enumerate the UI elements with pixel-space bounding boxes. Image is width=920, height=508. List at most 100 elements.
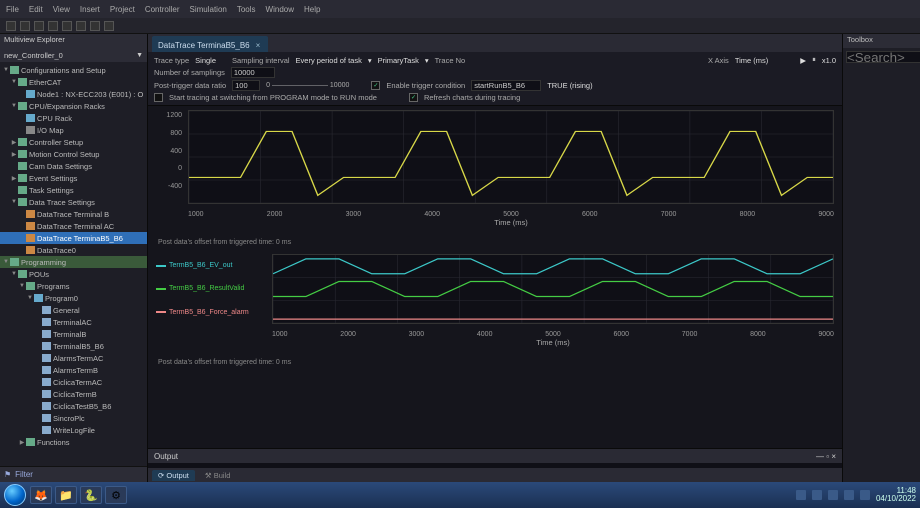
tab-datatrace[interactable]: DataTrace TerminaB5_B6 ×	[152, 36, 268, 52]
tree-item[interactable]: ▼CPU/Expansion Racks	[0, 100, 147, 112]
enable-trigger-label: Enable trigger condition	[386, 81, 465, 90]
tree-item[interactable]: ▼Programs	[0, 280, 147, 292]
tree-item[interactable]: ▶Event Settings	[0, 172, 147, 184]
tree-item[interactable]: ▼Configurations and Setup	[0, 64, 147, 76]
chart2-post-note: Post data's offset from triggered time: …	[158, 359, 834, 366]
output-controls[interactable]: — ▫ ×	[816, 452, 836, 461]
primary-task-value[interactable]: PrimaryTask	[378, 56, 419, 65]
chart1-post-note: Post data's offset from triggered time: …	[158, 239, 834, 246]
refresh-checkbox[interactable]: ✓	[409, 93, 418, 102]
tree-item[interactable]: CiclicaTestB5_B6	[0, 400, 147, 412]
tree-item[interactable]: Cam Data Settings	[0, 160, 147, 172]
tree-item[interactable]: ▶Motion Control Setup	[0, 148, 147, 160]
tree-item[interactable]: CiclicaTermB	[0, 388, 147, 400]
chart1-plot[interactable]	[188, 110, 834, 204]
filter-label: Filter	[15, 470, 33, 479]
output-panel: Output — ▫ × ⟳ Output ⚒ Build	[148, 448, 842, 482]
menu-edit[interactable]: Edit	[29, 5, 43, 14]
menu-view[interactable]: View	[53, 5, 70, 14]
chart2-plot[interactable]	[272, 254, 834, 324]
enable-trigger-checkbox[interactable]: ✓	[371, 81, 380, 90]
multiview-explorer: Multiview Explorer new_Controller_0 ▼ ▼C…	[0, 34, 148, 482]
tree-item[interactable]: ▼Program0	[0, 292, 147, 304]
post-trigger-range: 0 ———————— 10000	[266, 82, 349, 89]
menu-window[interactable]: Window	[266, 5, 294, 14]
tree-item[interactable]: DataTrace TerminaB5_B6	[0, 232, 147, 244]
tree-item[interactable]: ▶Controller Setup	[0, 136, 147, 148]
project-name: new_Controller_0	[4, 51, 63, 60]
document-tabbar: DataTrace TerminaB5_B6 ×	[148, 34, 842, 52]
tree-item[interactable]: CiclicaTermAC	[0, 376, 147, 388]
tree-item[interactable]: Node1 : NX-ECC203 (E001) : O	[0, 88, 147, 100]
chart2-xaxis: 100020003000400050006000700080009000 Tim…	[272, 330, 834, 352]
tray-icon[interactable]	[796, 490, 806, 500]
tree-item[interactable]: DataTrace Terminal B	[0, 208, 147, 220]
taskbar-app[interactable]: 📁	[55, 486, 77, 504]
tree-item[interactable]: ▼POUs	[0, 268, 147, 280]
project-selector[interactable]: new_Controller_0 ▼	[0, 48, 147, 62]
trace-type-value[interactable]: Single	[195, 56, 216, 65]
trigger-var-input[interactable]	[471, 80, 541, 91]
taskbar-app[interactable]: ⚙	[105, 486, 127, 504]
output-tab-output[interactable]: ⟳ Output	[152, 470, 195, 481]
close-icon[interactable]: ×	[256, 41, 261, 50]
legend-item[interactable]: TermB5_B6_Force_alarm	[156, 309, 268, 316]
tray-icon[interactable]	[860, 490, 870, 500]
legend-item[interactable]: TermB5_B6_EV_out	[156, 262, 268, 269]
toolbox-title: Toolbox	[843, 34, 920, 48]
start-tracing-checkbox[interactable]	[154, 93, 163, 102]
tree-item[interactable]: TerminalAC	[0, 316, 147, 328]
tree-item[interactable]: DataTrace Terminal AC	[0, 220, 147, 232]
tree-item[interactable]: AlarmsTermB	[0, 364, 147, 376]
menu-help[interactable]: Help	[304, 5, 320, 14]
tree-item[interactable]: Task Settings	[0, 184, 147, 196]
toolbox-search[interactable]	[846, 51, 920, 63]
menu-insert[interactable]: Insert	[80, 5, 100, 14]
tree-item[interactable]: ▼Data Trace Settings	[0, 196, 147, 208]
post-trigger-label: Post-trigger data ratio	[154, 81, 226, 90]
trigger-cmp[interactable]: TRUE (rising)	[547, 81, 592, 90]
tree-item[interactable]: I/O Map	[0, 124, 147, 136]
zoom-value[interactable]: x1.0	[822, 56, 836, 65]
tray-icon[interactable]	[828, 490, 838, 500]
chart1-yaxis: 12008004000-400	[156, 110, 184, 204]
tree-item[interactable]: TerminalB5_B6	[0, 340, 147, 352]
tree-item[interactable]: ▼EtherCAT	[0, 76, 147, 88]
menu-controller[interactable]: Controller	[145, 5, 180, 14]
chart1-xaxis: 100020003000400050006000700080009000 Tim…	[188, 210, 834, 232]
pause-icon[interactable]: ⏸	[812, 55, 816, 65]
tree-item[interactable]: DataTrace0	[0, 244, 147, 256]
tree-item[interactable]: SincroPlc	[0, 412, 147, 424]
analog-chart: 12008004000-400	[156, 110, 834, 204]
windows-taskbar: 🦊📁🐍⚙ 11:48 04/10/2022	[0, 482, 920, 508]
xaxis-value[interactable]: Time (ms)	[735, 56, 768, 65]
refresh-label: Refresh charts during tracing	[424, 93, 520, 102]
tray-icon[interactable]	[812, 490, 822, 500]
menu-simulation[interactable]: Simulation	[190, 5, 227, 14]
tree-item[interactable]: AlarmsTermAC	[0, 352, 147, 364]
tray-icon[interactable]	[844, 490, 854, 500]
legend-item[interactable]: TermB5_B6_ResultValid	[156, 285, 268, 292]
menu-project[interactable]: Project	[110, 5, 135, 14]
filter-bar[interactable]: ⚑ Filter	[0, 466, 147, 482]
num-samplings-input[interactable]	[231, 67, 275, 78]
play-icon[interactable]: ▶	[800, 56, 806, 65]
output-tab-build[interactable]: ⚒ Build	[199, 470, 237, 481]
post-trigger-input[interactable]	[232, 80, 260, 91]
tree-item[interactable]: ▼Programming	[0, 256, 147, 268]
tree-item[interactable]: TerminalB	[0, 328, 147, 340]
start-button[interactable]	[4, 484, 26, 506]
output-title: Output	[154, 452, 178, 461]
tree-item[interactable]: CPU Rack	[0, 112, 147, 124]
tree-item[interactable]: General	[0, 304, 147, 316]
toolbar	[0, 18, 920, 34]
chart1-xlabel: Time (ms)	[188, 218, 834, 227]
tree-item[interactable]: WriteLogFile	[0, 424, 147, 436]
menu-file[interactable]: File	[6, 5, 19, 14]
taskbar-app[interactable]: 🐍	[80, 486, 102, 504]
sampling-interval-value[interactable]: Every period of task	[296, 56, 362, 65]
taskbar-app[interactable]: 🦊	[30, 486, 52, 504]
menu-bar: File Edit View Insert Project Controller Simul…	[0, 0, 920, 18]
menu-tools[interactable]: Tools	[237, 5, 256, 14]
tree-item[interactable]: ▶Functions	[0, 436, 147, 448]
